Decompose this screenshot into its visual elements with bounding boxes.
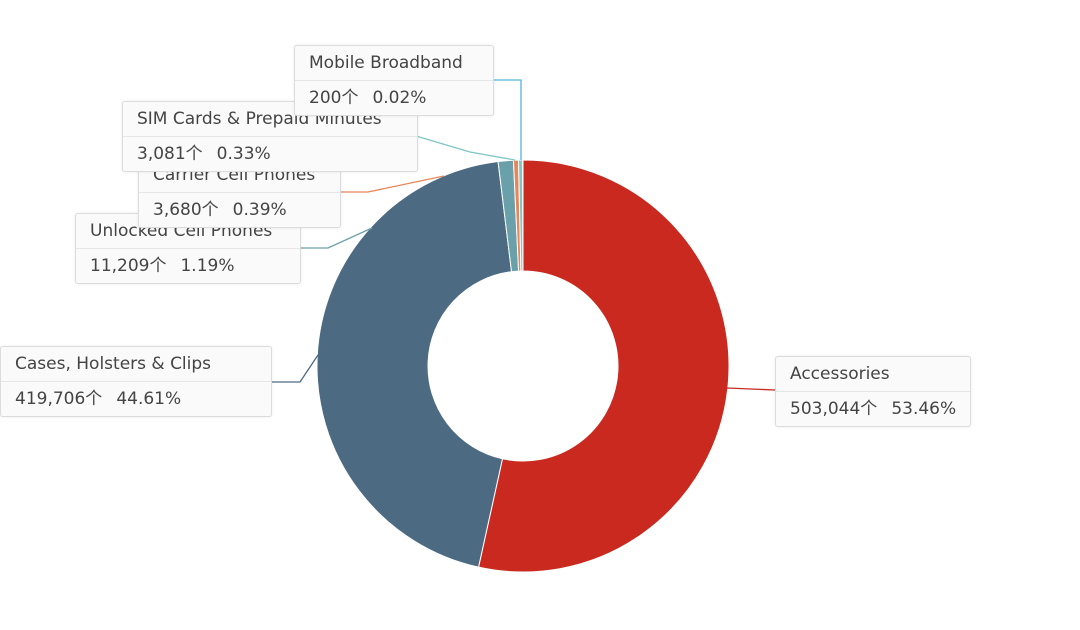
slice-value-label: 11,209个 [90,256,167,276]
slice-value-label: 419,706个 [15,389,103,409]
slice-value-row: 3,680个 0.39% [139,193,340,227]
slice-name-label: Cases, Holsters & Clips [1,347,271,382]
slice-value-label: 3,680个 [153,200,219,220]
leader-line-sim-cards-prepaid-minutes [415,135,516,161]
label-mobile-broadband: Mobile Broadband 200个 0.02% [294,45,494,116]
leader-line-accessories [726,387,776,391]
label-accessories: Accessories 503,044个 53.46% [775,356,971,427]
slice-value-label: 3,081个 [137,144,203,164]
label-cases-holsters-clips: Cases, Holsters & Clips 419,706个 44.61% [0,346,272,417]
slice-percent-label: 0.39% [232,200,287,220]
leader-line-mobile-broadband [492,79,522,160]
slice-value-row: 503,044个 53.46% [776,392,970,426]
leader-line-cases-holsters-clips [270,354,319,383]
slice-percent-label: 44.61% [116,389,182,409]
slice-value-row: 3,081个 0.33% [123,137,417,171]
slice-value-row: 11,209个 1.19% [76,249,300,283]
slice-percent-label: 0.02% [372,88,427,108]
slice-value-row: 200个 0.02% [295,81,493,115]
slice-value-label: 200个 [309,88,359,108]
slice-value-row: 419,706个 44.61% [1,382,271,416]
slice-name-label: Mobile Broadband [295,46,493,81]
slices-group [316,159,730,573]
slice-cases-holsters-clips[interactable] [316,160,513,568]
leader-line-carrier-cell-phones [339,175,445,193]
leader-lines-group [270,79,776,391]
slice-value-label: 503,044个 [790,399,878,419]
slice-percent-label: 1.19% [180,256,235,276]
slice-percent-label: 53.46% [891,399,957,419]
slice-percent-label: 0.33% [216,144,271,164]
leader-line-unlocked-cell-phones [299,227,373,249]
slice-name-label: Accessories [776,357,970,392]
slice-accessories[interactable] [477,159,730,573]
